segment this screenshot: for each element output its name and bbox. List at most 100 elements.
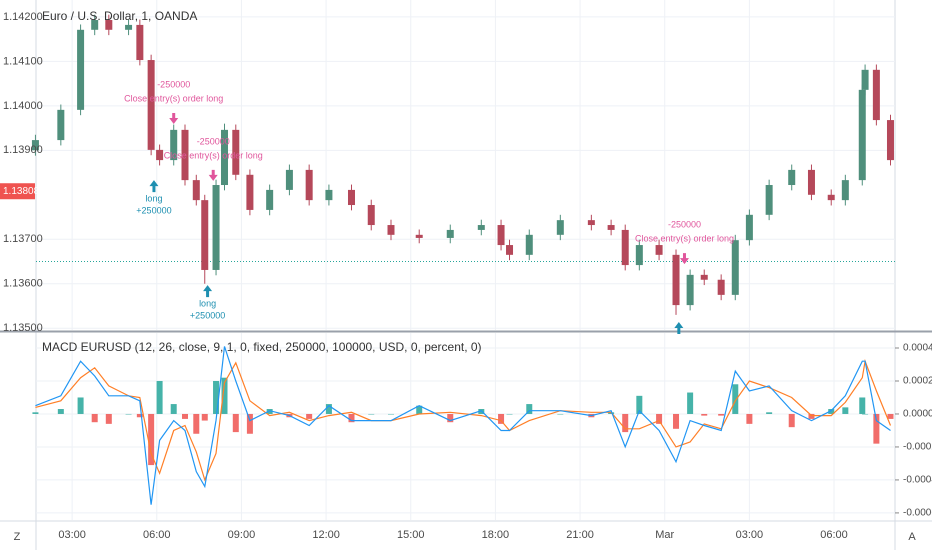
- histogram-bar: [732, 384, 739, 414]
- entry-marker: [203, 285, 213, 298]
- candle-body: [731, 240, 739, 295]
- histogram-bar: [808, 413, 815, 419]
- y-tick-label: 1.13700: [3, 233, 43, 245]
- y-tick-label: 1.14000: [3, 100, 43, 112]
- y-tick-label: 1.14200: [3, 11, 43, 23]
- candle-body: [872, 69, 880, 121]
- histogram-bar: [526, 404, 533, 414]
- histogram-bar: [788, 413, 795, 428]
- price-title: Euro / U.S. Dollar, 1, OANDA: [42, 9, 197, 23]
- candle-body: [212, 185, 220, 270]
- candle-body: [125, 24, 133, 30]
- toolbar-button[interactable]: A: [908, 531, 916, 543]
- candle-body: [506, 245, 514, 255]
- histogram-bar: [246, 413, 253, 434]
- candle-body: [31, 140, 39, 151]
- histogram-bar: [213, 380, 220, 414]
- candle-body: [77, 29, 85, 110]
- last-price-tag: [0, 183, 35, 200]
- histogram-bar: [416, 405, 423, 414]
- x-tick-label: 12:00: [312, 529, 340, 541]
- exit-marker: [679, 253, 689, 265]
- histogram-bar: [136, 413, 143, 418]
- histogram-bar: [887, 413, 894, 419]
- y-tick-label: 1.13500: [3, 322, 43, 334]
- candle-body: [221, 129, 229, 186]
- histogram-bar: [447, 413, 454, 423]
- x-tick-label: 21:00: [566, 529, 594, 541]
- marks: [31, 14, 895, 505]
- x-tick-label: Mar: [655, 529, 674, 541]
- candle-body: [387, 225, 395, 235]
- histogram-bar: [306, 413, 313, 419]
- y-tick-label: 1.14100: [3, 55, 43, 67]
- candle-body: [556, 220, 564, 235]
- histogram-bar: [862, 413, 869, 415]
- exit-marker: [208, 169, 218, 181]
- histogram-bar: [746, 413, 753, 424]
- x-tick-label: 06:00: [143, 529, 171, 541]
- histogram-bar: [622, 413, 629, 433]
- toolbar-button[interactable]: Z: [14, 531, 21, 543]
- histogram-bar: [57, 409, 64, 414]
- histogram-bar: [148, 413, 155, 466]
- order-label: Close entry(s) order long: [164, 150, 263, 160]
- candle-body: [886, 120, 894, 161]
- candle-body: [232, 129, 240, 175]
- histogram-bar: [766, 412, 773, 414]
- candle-body: [181, 129, 189, 181]
- x-tick-label: 03:00: [58, 529, 86, 541]
- histogram-bar: [105, 413, 112, 424]
- candle-body: [266, 189, 274, 210]
- order-label: long: [145, 193, 162, 203]
- candle-body: [147, 60, 155, 150]
- order-label: Close entry(s) order long: [635, 233, 734, 243]
- y-tick-label: -0.0004: [903, 475, 932, 486]
- y-tick-label: 0.0002: [903, 376, 932, 387]
- histogram-bar: [156, 380, 163, 414]
- candle-body: [305, 169, 313, 201]
- candle-body: [765, 185, 773, 215]
- x-tick-label: 15:00: [397, 529, 425, 541]
- candle-body: [861, 69, 869, 90]
- candle-body: [635, 245, 643, 266]
- order-qty: -250000: [157, 79, 190, 89]
- candle-body: [91, 20, 99, 30]
- signal-line: [35, 358, 892, 482]
- histogram-bar: [193, 413, 200, 434]
- histogram-bar: [32, 412, 39, 414]
- candle-body: [201, 200, 209, 270]
- candle-body: [285, 169, 293, 190]
- y-tick-label: 0.0004: [903, 343, 932, 354]
- candle-body: [655, 245, 663, 255]
- labels: Euro / U.S. Dollar, 1, OANDA MACD EURUSD…: [0, 9, 932, 543]
- histogram-bar: [232, 413, 239, 433]
- y-tick-label: 1.13900: [3, 144, 43, 156]
- candle-body: [587, 220, 595, 226]
- histogram-bar: [348, 413, 355, 423]
- histogram-bar: [656, 413, 663, 424]
- candle-body: [446, 229, 454, 238]
- y-tick-label: 1.13600: [3, 278, 43, 290]
- histogram-bar: [718, 413, 725, 416]
- candle-body: [136, 24, 144, 61]
- exit-marker: [169, 112, 179, 124]
- entry-marker: [674, 321, 684, 334]
- candle-body: [607, 225, 615, 230]
- histogram-bar: [557, 413, 564, 415]
- histogram-bar: [701, 413, 708, 416]
- candle-body: [497, 225, 505, 246]
- x-tick-label: 09:00: [228, 529, 256, 541]
- histogram-bar: [368, 413, 375, 415]
- candle-body: [347, 189, 355, 206]
- candle-body: [156, 149, 164, 161]
- histogram-bar: [325, 404, 332, 414]
- histogram-bar: [77, 397, 84, 414]
- histogram-bar: [636, 395, 643, 414]
- candle-body: [170, 129, 178, 161]
- last-price-label: 1.13808: [3, 186, 40, 197]
